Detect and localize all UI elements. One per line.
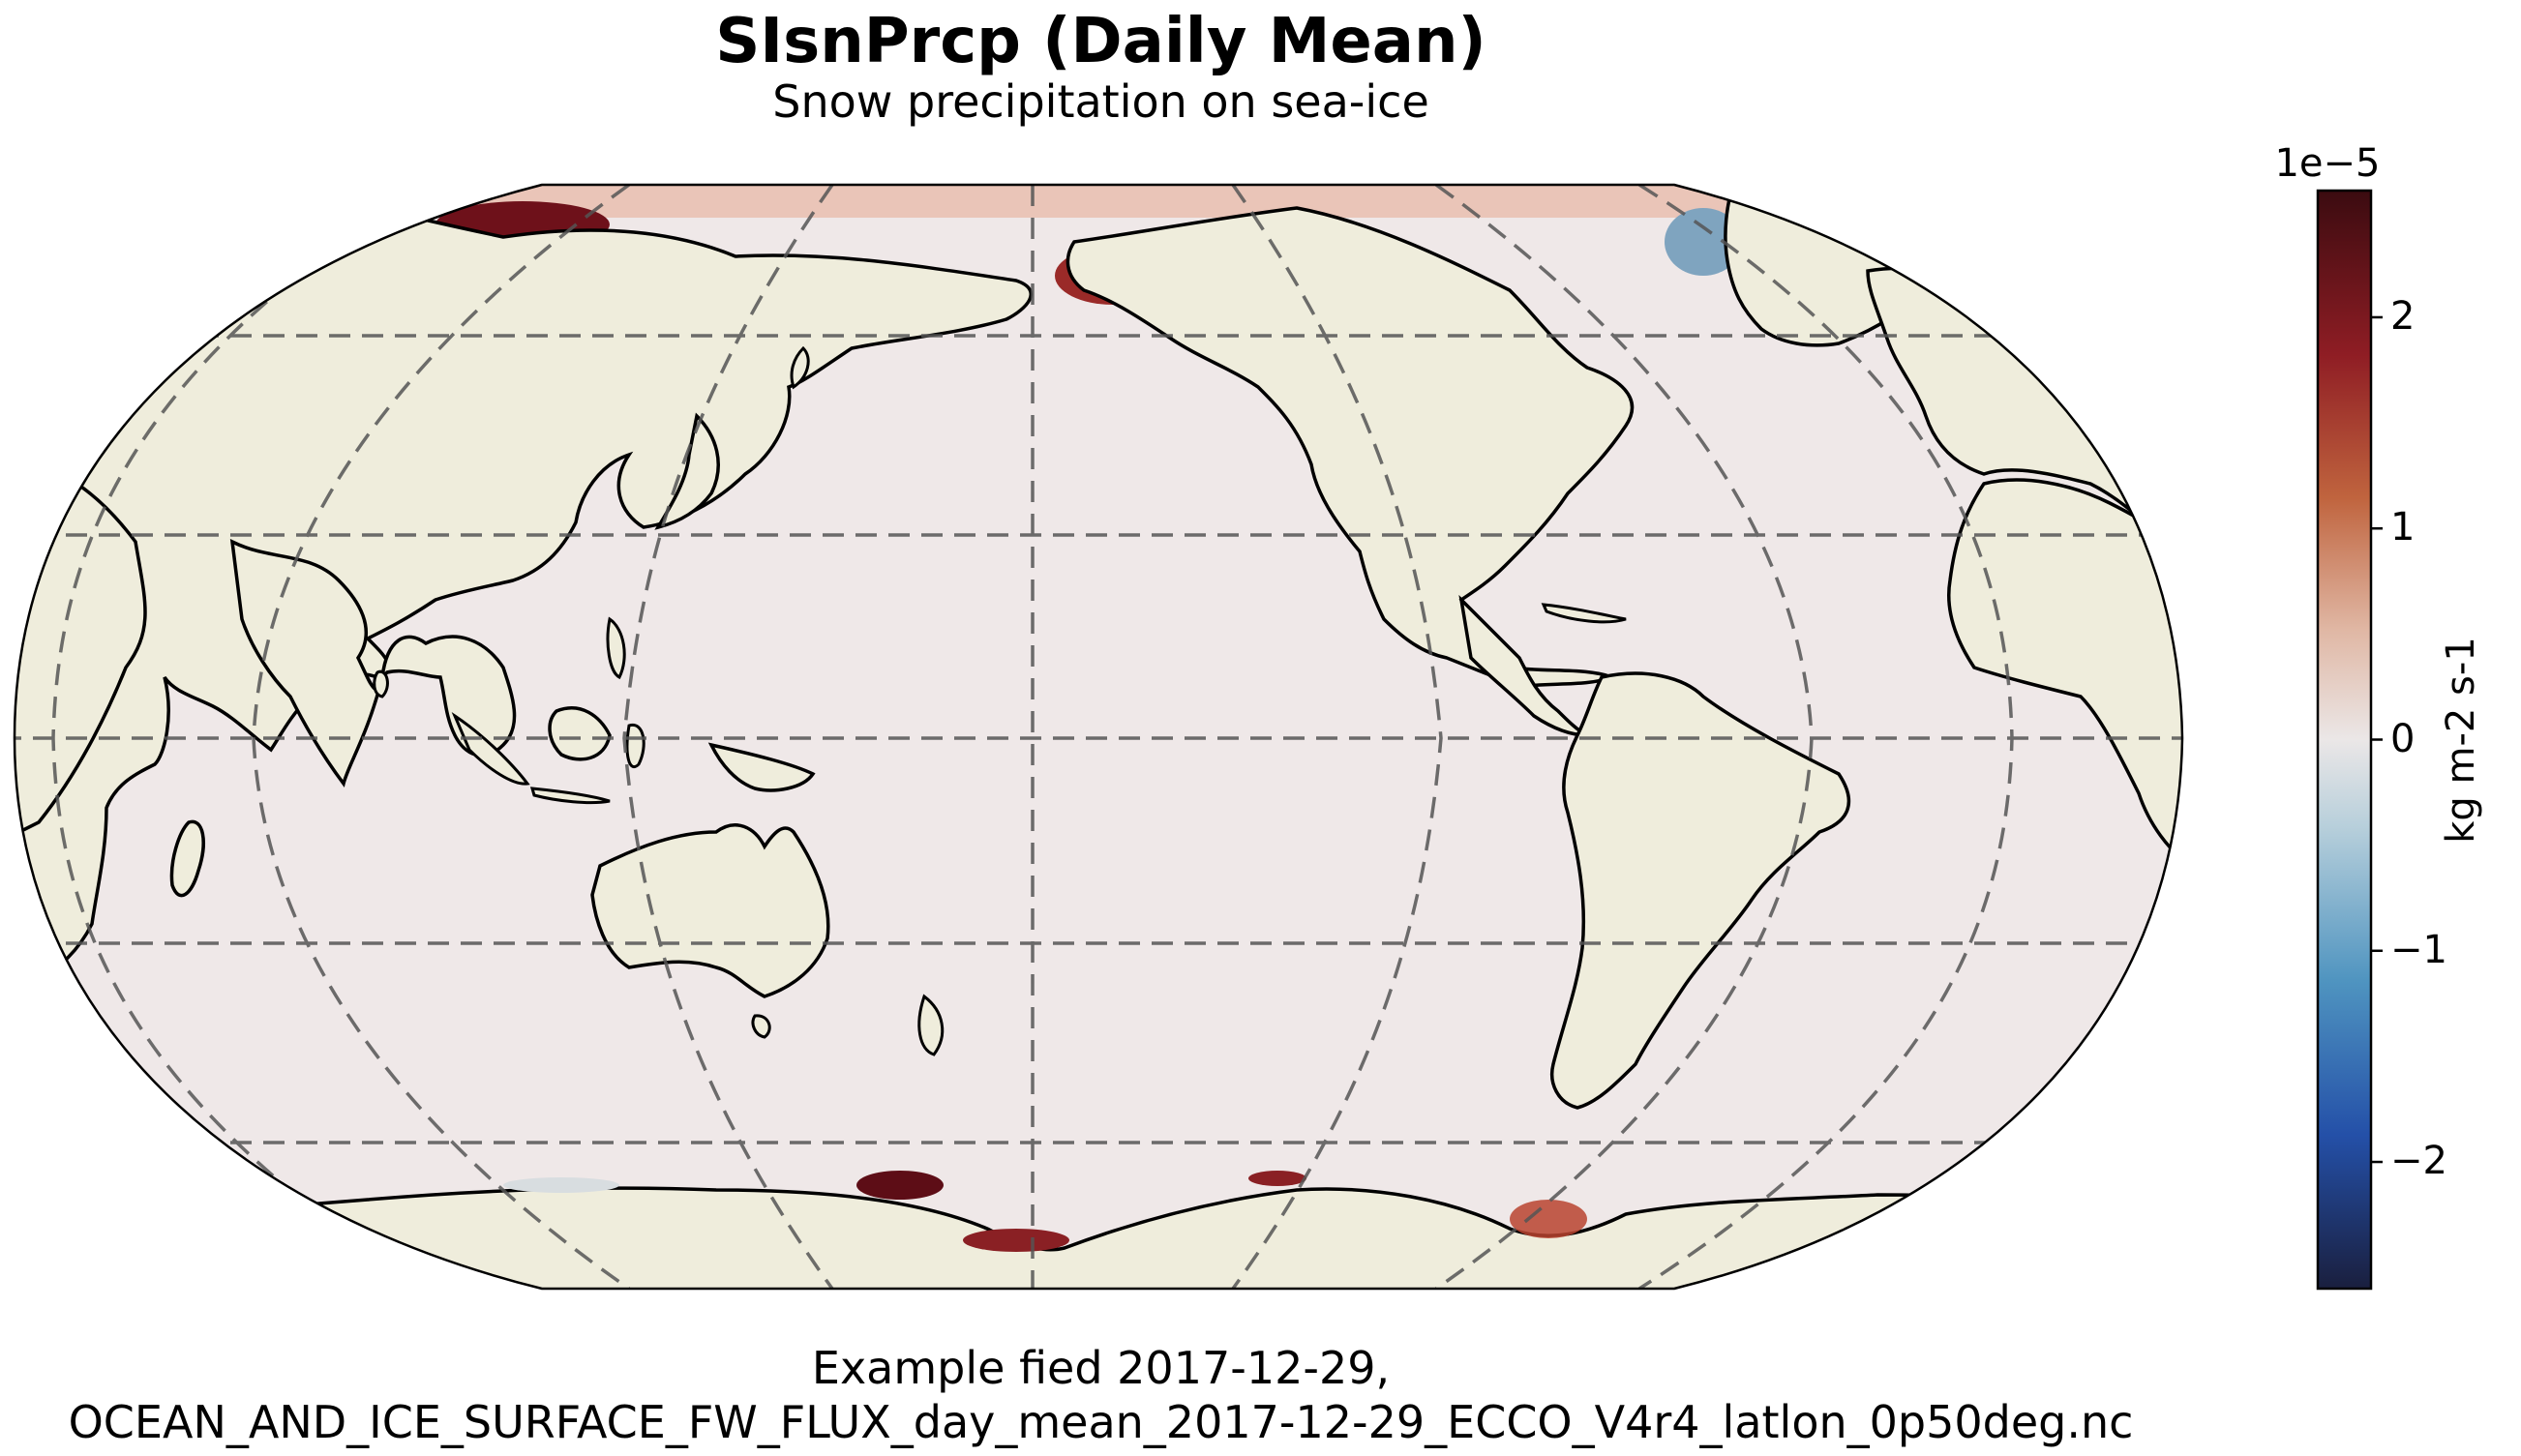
land-new-guinea: [707, 742, 816, 792]
land-new-zealand: [917, 994, 945, 1056]
figure-caption: Example fied 2017-12-29, OCEAN_AND_ICE_S…: [0, 1341, 2202, 1449]
antarctic-hotspot-ross: [963, 1229, 1069, 1252]
colorbar-tick-label: 0: [2390, 716, 2416, 761]
land-borneo: [548, 706, 612, 761]
land-philippines: [606, 616, 626, 680]
land-south-asia: [229, 538, 517, 787]
meridian-120e: [622, 185, 834, 1289]
land-sumatra: [451, 711, 530, 786]
figure-title: SIsnPrcp (Daily Mean): [715, 6, 1486, 77]
map-frame: [13, 183, 2184, 1291]
land-tasmania: [751, 1014, 771, 1039]
colorbar-ticks: [2371, 315, 2383, 1164]
colorbar-tick-label: 1: [2390, 505, 2416, 550]
land-west-africa: [1947, 478, 2182, 875]
antarctic-hotspot-west: [856, 1171, 944, 1200]
land-madagascar: [169, 819, 205, 898]
land-japan: [654, 412, 720, 530]
land-sri-lanka: [373, 669, 389, 698]
land-sulawesi: [625, 723, 645, 768]
meridian-60w: [1434, 185, 1814, 1289]
land-cuba: [1541, 603, 1627, 624]
land-kamchatka: [790, 345, 810, 390]
land-north-america: [1065, 206, 1635, 689]
colorbar-tick-label: −1: [2390, 927, 2447, 972]
caption-line-2: OCEAN_AND_ICE_SURFACE_FW_FLUX_day_mean_2…: [68, 1396, 2134, 1448]
land-central-america: [1458, 594, 1588, 737]
land-java: [529, 787, 611, 805]
meridian-0e: [51, 185, 427, 1289]
gridlines: [15, 185, 2182, 1289]
caption-line-1: Example fied 2017-12-29,: [811, 1342, 1391, 1394]
meridian-60e: [252, 185, 631, 1289]
land-australia: [590, 823, 830, 998]
colorbar: [2316, 189, 2373, 1291]
land-south-america: [1550, 671, 1850, 1110]
arctic-negative-spot: [1665, 208, 1742, 276]
colorbar-label: kg m-2 s-1: [2439, 637, 2483, 844]
antarctic-hotspot-central: [1248, 1171, 1306, 1186]
colorbar-exponent: 1e−5: [2274, 141, 2381, 186]
antarctic-negative-patch: [503, 1177, 619, 1193]
figure-subtitle: Snow precipitation on sea-ice: [772, 75, 1429, 128]
land-eurasia-africa: [15, 185, 1033, 979]
meridian-0w: [1638, 185, 2014, 1289]
meridian-120w: [1231, 185, 1443, 1289]
antarctic-hotspot-weddell: [1510, 1200, 1587, 1238]
land-antarctica: [15, 1186, 2182, 1289]
colorbar-tick-label: 2: [2390, 293, 2416, 339]
colorbar-tick-label: −2: [2390, 1139, 2447, 1184]
